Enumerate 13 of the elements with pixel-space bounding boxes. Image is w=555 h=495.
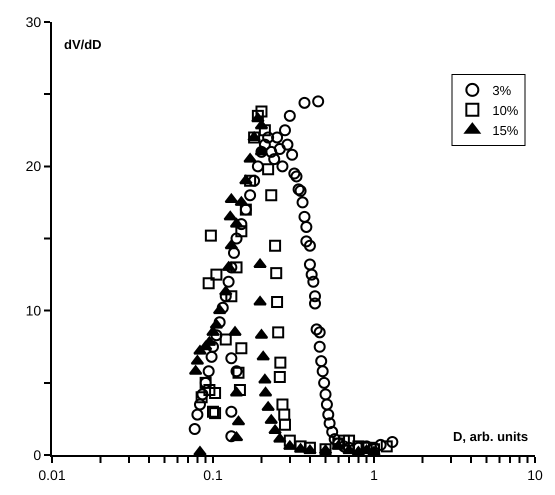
x-axis-title: D, arb. units <box>453 429 528 444</box>
x-tick-label: 0.01 <box>38 466 66 483</box>
y-tick-label: 30 <box>26 14 42 30</box>
y-tick-label: 10 <box>26 302 42 319</box>
y-tick-label: 20 <box>26 158 42 174</box>
x-tick-label: 10 <box>527 466 543 483</box>
x-tick-label: 1 <box>370 466 378 483</box>
legend-label: 15% <box>492 122 519 138</box>
legend-label: 3% <box>492 82 512 98</box>
y-tick-label: 0 <box>33 446 42 463</box>
legend-label: 10% <box>492 102 519 118</box>
y-axis-title: dV/dD <box>64 37 102 52</box>
x-tick-label: 0.1 <box>203 466 223 483</box>
